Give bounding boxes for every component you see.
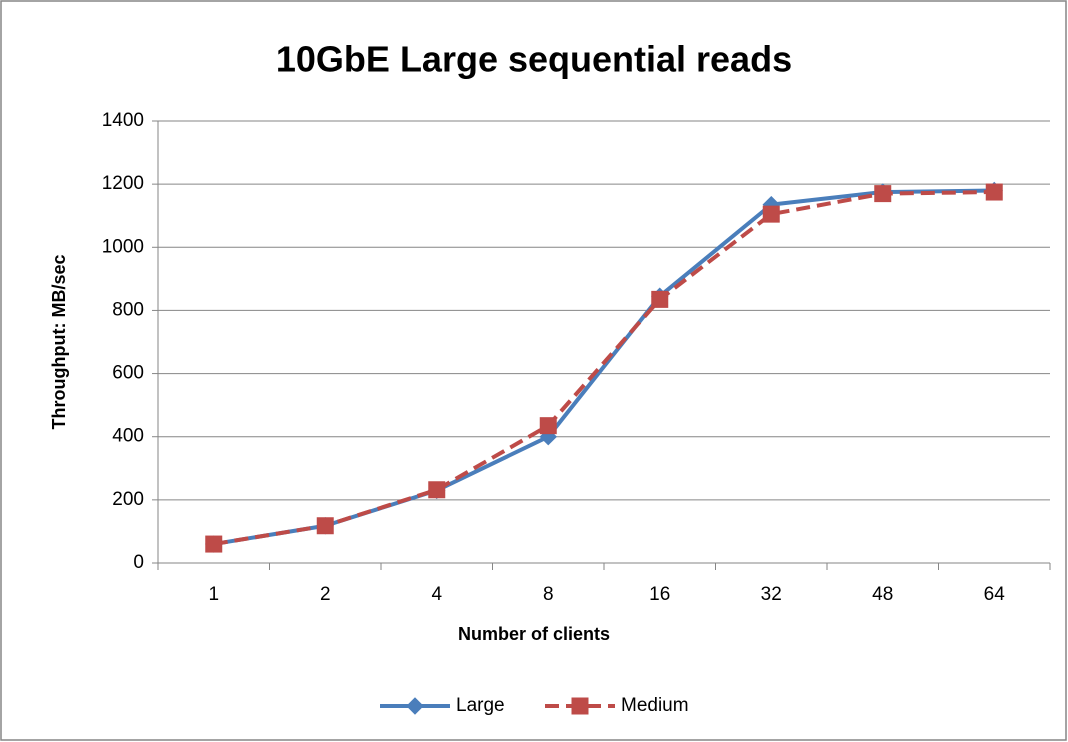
x-tick-label: 48 xyxy=(872,584,893,605)
x-tick-label: 16 xyxy=(649,584,670,605)
x-tick-label: 8 xyxy=(543,584,554,605)
data-point xyxy=(985,183,1003,201)
y-tick-label: 0 xyxy=(133,552,144,573)
data-point xyxy=(651,290,669,308)
data-point xyxy=(205,535,223,553)
y-tick-label: 1400 xyxy=(102,110,144,131)
y-tick-label: 800 xyxy=(112,299,144,320)
data-point xyxy=(762,205,780,223)
legend-label: Medium xyxy=(621,695,689,716)
y-tick-label: 400 xyxy=(112,426,144,447)
y-tick-label: 600 xyxy=(112,363,144,384)
legend-marker xyxy=(571,697,589,715)
x-tick-label: 2 xyxy=(320,584,331,605)
x-tick-label: 64 xyxy=(984,584,1006,605)
data-point xyxy=(316,517,334,535)
data-point xyxy=(874,185,892,203)
y-tick-label: 1200 xyxy=(102,173,144,194)
y-axis-label: Throughput: MB/sec xyxy=(49,255,69,430)
x-tick-label: 4 xyxy=(431,584,442,605)
y-tick-label: 200 xyxy=(112,489,144,510)
data-point xyxy=(539,417,557,435)
x-tick-label: 32 xyxy=(761,584,782,605)
series-line xyxy=(213,190,995,547)
data-point xyxy=(428,481,446,499)
x-axis-label: Number of clients xyxy=(458,624,610,644)
chart-title: 10GbE Large sequential reads xyxy=(276,39,792,80)
legend-label: Large xyxy=(456,695,505,716)
x-tick-label: 1 xyxy=(208,584,219,605)
y-tick-label: 1000 xyxy=(102,236,144,257)
legend-marker xyxy=(406,697,424,715)
